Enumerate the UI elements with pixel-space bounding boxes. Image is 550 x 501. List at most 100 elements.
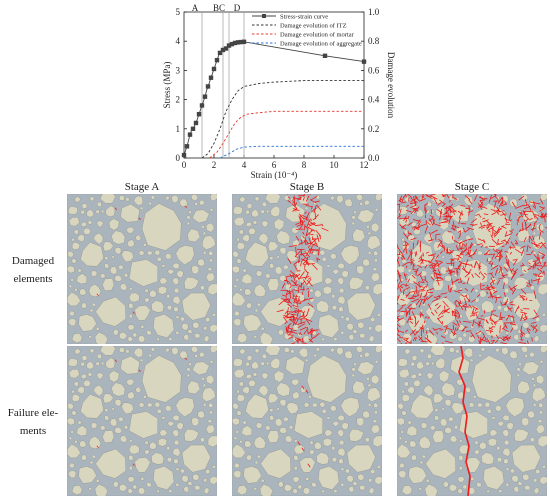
damage-crack xyxy=(435,261,443,267)
damage-crack xyxy=(521,316,526,321)
damage-crack xyxy=(313,207,317,210)
aggregate xyxy=(207,267,213,272)
damage-crack xyxy=(513,287,516,290)
aggregate xyxy=(298,347,308,358)
aggregate xyxy=(368,335,375,342)
aggregate xyxy=(373,402,379,408)
damage-crack xyxy=(418,254,423,260)
aggregate xyxy=(535,424,545,434)
damage-crack xyxy=(403,286,410,291)
damage-crack xyxy=(533,309,538,316)
damage-crack xyxy=(512,288,516,295)
damage-crack xyxy=(438,221,447,224)
damage-crack xyxy=(299,271,305,279)
aggregate xyxy=(127,476,135,483)
damage-crack xyxy=(410,195,412,199)
damage-crack xyxy=(298,253,301,262)
aggregate xyxy=(238,229,244,235)
aggregate xyxy=(128,466,133,471)
damage-crack xyxy=(281,282,286,289)
aggregate xyxy=(129,287,133,291)
damage-crack xyxy=(520,325,523,332)
damage-crack xyxy=(423,294,428,298)
aggregate xyxy=(132,484,137,490)
aggregate xyxy=(505,397,525,417)
aggregate xyxy=(258,384,269,397)
damage-crack xyxy=(470,263,473,268)
damage-crack xyxy=(286,307,289,315)
aggregate xyxy=(256,454,262,459)
aggregate xyxy=(474,288,479,293)
damage-crack xyxy=(304,225,309,230)
aggregate xyxy=(418,435,431,449)
damage-crack xyxy=(301,342,308,344)
damage-crack xyxy=(534,261,537,269)
damage-crack xyxy=(419,313,422,318)
aggregate xyxy=(357,361,375,376)
damage-crack xyxy=(446,215,449,218)
damage-crack xyxy=(300,258,309,263)
damage-crack xyxy=(493,289,496,292)
data-point xyxy=(205,84,211,89)
aggregate xyxy=(112,480,119,488)
aggregate xyxy=(438,370,450,383)
damage-crack xyxy=(539,242,546,249)
damage-crack xyxy=(464,195,471,201)
damage-crack xyxy=(452,221,455,226)
damage-crack xyxy=(295,235,300,241)
damage-crack xyxy=(505,237,511,246)
aggregate xyxy=(420,422,428,429)
aggregate xyxy=(233,310,240,316)
aggregate xyxy=(77,268,82,273)
damage-crack xyxy=(486,291,489,295)
damage-crack xyxy=(488,194,492,203)
damage-crack xyxy=(414,195,418,199)
damage-crack xyxy=(509,323,517,326)
aggregate xyxy=(465,386,472,393)
damage-crack xyxy=(496,210,505,213)
damage-crack xyxy=(305,230,313,237)
damage-crack xyxy=(540,198,544,205)
aggregate xyxy=(246,302,252,309)
aggregate xyxy=(210,346,217,354)
aggregate xyxy=(167,269,175,275)
damage-crack xyxy=(488,287,496,291)
damage-crack xyxy=(295,222,301,225)
damage-crack xyxy=(475,313,478,318)
aggregate xyxy=(372,267,378,272)
aggregate xyxy=(261,220,269,228)
aggregate xyxy=(331,305,338,311)
aggregate xyxy=(241,386,250,395)
aggregate xyxy=(524,485,531,491)
aggregate xyxy=(356,417,364,427)
aggregate xyxy=(114,247,122,255)
aggregate xyxy=(127,324,135,331)
aggregate xyxy=(245,209,250,215)
aggregate xyxy=(429,425,436,431)
damage-crack xyxy=(478,336,482,344)
damage-crack xyxy=(451,310,460,315)
damage-crack xyxy=(469,249,471,256)
damage-crack xyxy=(452,225,460,228)
damage-crack xyxy=(462,320,472,323)
aggregate xyxy=(457,336,464,342)
aggregate xyxy=(276,407,280,411)
damage-crack xyxy=(303,268,309,274)
y2-axis-label: Damage evolution xyxy=(386,52,396,119)
damage-crack xyxy=(519,213,528,216)
damage-crack xyxy=(490,322,494,325)
damage-crack xyxy=(415,209,419,212)
aggregate xyxy=(444,274,453,282)
damage-crack xyxy=(521,249,524,256)
damage-spot xyxy=(184,357,187,360)
x-tick-label: 12 xyxy=(360,160,369,170)
damage-crack xyxy=(509,251,513,255)
damage-crack xyxy=(403,274,408,277)
aggregate xyxy=(104,256,109,261)
damage-crack xyxy=(409,204,417,209)
damage-crack xyxy=(400,298,405,301)
damage-crack xyxy=(480,222,482,226)
damage-crack xyxy=(411,274,416,279)
damage-crack xyxy=(302,220,306,224)
aggregate xyxy=(374,476,382,485)
